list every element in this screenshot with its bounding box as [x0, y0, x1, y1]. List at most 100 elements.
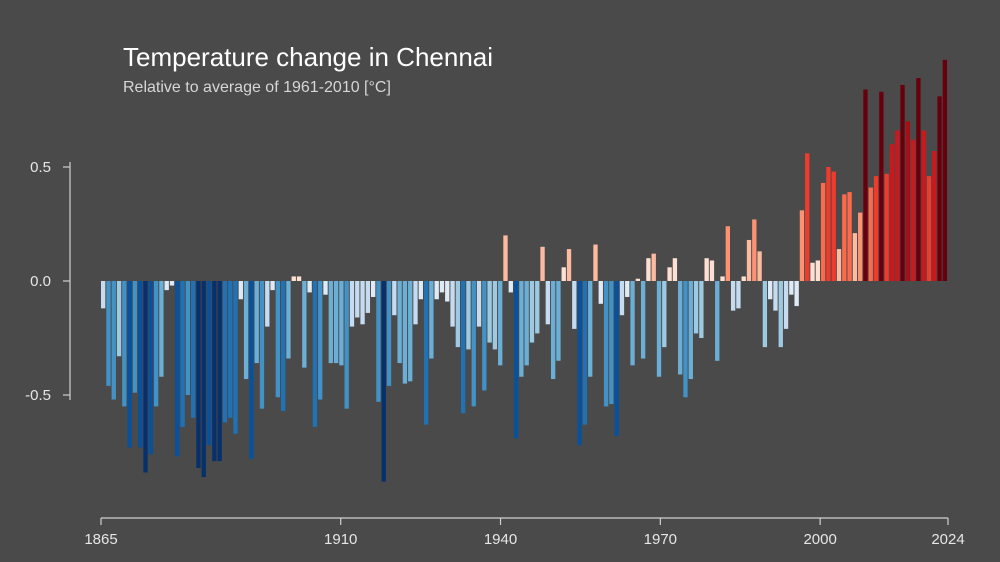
bar-year-1895 [259, 281, 265, 409]
bar-year-1914 [360, 281, 365, 325]
bar-year-1884 [201, 281, 206, 478]
bar-year-1891 [238, 281, 243, 300]
bar-year-2000 [815, 260, 820, 281]
chart-subtitle: Relative to average of 1961-2010 [°C] [123, 79, 391, 96]
bar-year-1882 [190, 281, 196, 418]
bar-year-1936 [476, 281, 482, 327]
bar-year-1897 [270, 281, 275, 291]
bar-year-1935 [471, 281, 476, 407]
bar-year-1948 [540, 246, 545, 281]
chart-title: Temperature change in Chennai [123, 42, 493, 72]
bar-year-1934 [466, 281, 471, 350]
bar-year-1984 [730, 281, 736, 311]
bar-year-1908 [328, 281, 333, 364]
bar-year-1917 [376, 281, 381, 402]
bar-year-2013 [884, 173, 889, 281]
bar-year-1982 [720, 276, 725, 281]
bar-year-1999 [810, 262, 815, 281]
bar-year-1902 [296, 276, 302, 281]
bar-year-1896 [265, 281, 270, 327]
bar-year-1978 [699, 281, 704, 338]
bar-year-1900 [286, 281, 291, 359]
y-tick-label: -0.5 [25, 387, 51, 404]
bar-year-1952 [561, 267, 566, 281]
bar-year-2021 [926, 176, 932, 281]
bar-year-1976 [688, 281, 693, 380]
bar-year-1866 [106, 281, 111, 386]
bar-year-1870 [127, 281, 132, 448]
bar-year-1992 [773, 281, 778, 311]
bar-year-2011 [873, 176, 879, 281]
bar-year-1909 [333, 281, 339, 364]
bar-year-1949 [545, 281, 551, 325]
bar-year-1955 [577, 281, 582, 446]
bar-year-1965 [630, 281, 635, 366]
bar-year-1933 [460, 281, 466, 414]
bar-year-2020 [921, 130, 926, 281]
bar-year-1918 [381, 281, 386, 482]
bar-year-1871 [132, 281, 138, 393]
bar-year-1968 [646, 258, 651, 281]
bar-year-1943 [513, 281, 519, 439]
bar-year-1959 [598, 281, 603, 304]
bar-year-2001 [820, 182, 826, 281]
bar-year-1995 [789, 281, 794, 295]
bar-year-1940 [498, 281, 503, 366]
bar-year-1879 [175, 281, 180, 457]
bar-year-1941 [503, 235, 508, 281]
bar-year-1938 [487, 281, 492, 343]
bar-year-1998 [805, 153, 810, 281]
x-tick-label: 2000 [803, 531, 836, 548]
bar-year-1929 [439, 281, 445, 293]
bar-year-1969 [651, 253, 656, 281]
bar-year-1928 [434, 281, 439, 300]
x-tick-label: 1940 [484, 531, 517, 548]
bar-year-1877 [164, 281, 169, 291]
bar-year-1991 [768, 281, 773, 300]
bar-year-2014 [889, 144, 895, 281]
anomaly-bars [101, 59, 948, 482]
bar-year-1887 [217, 281, 222, 462]
x-axis-ticks: 1865 1910 1940 1970 2000 2024 [84, 518, 965, 548]
bar-year-1927 [429, 281, 434, 359]
bar-year-1932 [455, 281, 461, 348]
bar-year-1966 [635, 278, 641, 281]
bar-year-1973 [672, 258, 678, 281]
bar-year-1883 [196, 281, 201, 468]
bar-year-1981 [715, 281, 720, 361]
bar-year-1945 [524, 281, 529, 366]
bar-year-1953 [566, 249, 572, 281]
bar-year-1947 [535, 281, 540, 334]
bar-year-1939 [492, 281, 498, 350]
bar-year-1869 [122, 281, 127, 407]
bar-year-2016 [900, 84, 905, 281]
bar-year-1930 [445, 281, 450, 302]
bar-year-1994 [783, 281, 789, 329]
bar-year-1886 [212, 281, 217, 462]
bar-year-1922 [402, 281, 408, 384]
bar-year-2007 [852, 233, 858, 281]
bar-year-1987 [746, 239, 752, 281]
bar-year-1868 [116, 281, 122, 357]
bar-year-2010 [868, 187, 873, 281]
bar-year-1975 [683, 281, 688, 398]
bar-year-1894 [254, 281, 259, 364]
y-tick-label: 0.5 [30, 159, 51, 176]
bar-year-2002 [826, 167, 831, 281]
bar-year-1974 [678, 281, 683, 375]
bar-year-1985 [736, 281, 741, 309]
bar-year-1920 [392, 281, 397, 316]
bar-year-2015 [895, 130, 900, 281]
bar-year-1874 [148, 281, 153, 455]
bar-year-1903 [302, 281, 307, 368]
bar-year-1990 [762, 281, 768, 348]
bar-year-1960 [603, 281, 609, 407]
bar-year-1888 [222, 281, 228, 423]
bar-year-1944 [519, 281, 524, 377]
bar-year-1889 [228, 281, 233, 418]
bar-year-1967 [640, 281, 646, 359]
bar-year-1913 [355, 281, 360, 318]
bar-year-2008 [858, 212, 863, 281]
bar-year-1971 [662, 281, 667, 348]
